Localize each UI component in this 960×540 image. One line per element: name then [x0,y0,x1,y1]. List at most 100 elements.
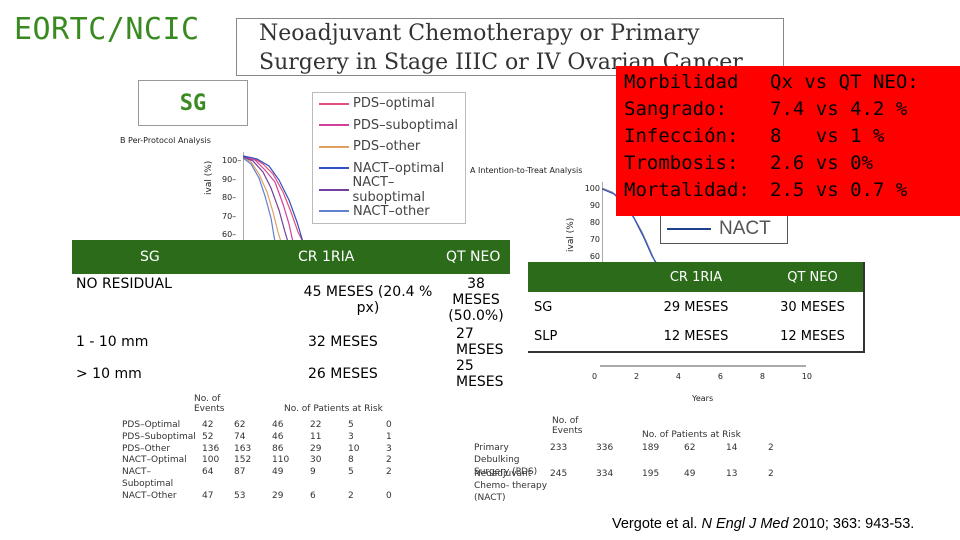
risk-n: 53 [234,490,246,501]
legend-item: NACT–suboptimal [313,175,465,205]
legend-swatch [319,210,349,213]
right-panel-caption: A Intention-to-Treat Analysis [470,166,583,175]
legend-label: NACT–other [353,203,430,219]
risk-n: 189 [642,443,660,453]
complications-row: Mortalidad: 2.5 vs 0.7 % [624,177,960,204]
risk-n: 5 [348,467,354,478]
risk-n: 49 [684,469,696,479]
risk-n: 11 [310,431,322,442]
table-cell: 32 MESES [308,334,378,350]
right-xtick: 0 [592,372,598,381]
legend-item: NACT–other [313,201,465,223]
nact-legend: NACT [660,214,788,244]
table-row: SG 29 MESES 30 MESES [528,292,864,322]
complications-row: Infección: 8 vs 1 % [624,123,960,150]
risk-n: 2 [386,455,392,466]
left-survival-curves [243,152,304,242]
table-cell: 45 MESES (20.4 % px) [303,284,433,316]
risk-events: 233 [550,443,568,453]
right-panel-yticks: 100 90 80 70 60 [582,180,600,265]
risk-row: PDS–Other 136 163 86 29 10 3 [122,444,392,456]
risk-n: 29 [310,443,322,454]
risk-label: NACT–Optimal [122,455,187,466]
risk-n: 163 [234,443,252,454]
complications-row: Sangrado: 7.4 vs 4.2 % [624,96,960,123]
table-header-row: SG CR 1RIA QT NEO [72,240,510,274]
table-cell: NO RESIDUAL [76,276,172,292]
table-cell: 12 MESES [780,329,845,344]
right-panel-ylabel: ival (%) [566,217,576,252]
table-cell: SG [534,299,553,315]
table-cell: SLP [534,329,558,344]
complications-value: 7.4 vs 4.2 % [770,98,908,120]
table-header-row: CR 1RIA QT NEO [528,262,864,292]
complications-label: Mortalidad: [624,179,750,201]
risk-n: 5 [348,420,354,430]
legend-swatch [319,124,349,127]
risk-n: 2 [386,467,392,478]
legend-swatch [319,145,349,148]
complications-value: 2.6 vs 0% [770,152,873,174]
complications-label: Sangrado: [624,98,727,120]
risk-n: 62 [234,420,246,430]
complications-label: Infección: [624,125,739,147]
risk-events: 136 [202,443,220,454]
nact-legend-swatch [667,228,711,230]
residual-disease-table: SG CR 1RIA QT NEO NO RESIDUAL 45 MESES (… [72,240,510,390]
risk-n: 9 [310,467,316,478]
table-cell: 12 MESES [663,329,729,344]
left-ytick: 100– [222,156,242,165]
risk-row: NACT–Suboptimal 64 87 49 9 5 2 [122,467,392,491]
citation-journal: N Engl J Med [701,516,789,532]
risk-n: 74 [234,431,246,442]
risk-n: 46 [272,420,284,430]
risk-n: 1 [386,431,392,442]
right-xaxis [600,365,806,367]
citation-authors: Vergote et al. [612,516,702,532]
legend-swatch [319,188,349,191]
table-header-cell: CR 1RIA [630,262,762,292]
right-xtick: 4 [675,372,681,381]
risk-n: 0 [386,420,392,430]
citation-rest: ; 363: 943-53. [824,516,915,532]
risk-label: NACT–Suboptimal [122,467,174,489]
risk-n: 22 [310,420,322,430]
risk-n: 8 [348,455,354,466]
risk-row: PDS–Suboptimal 52 74 46 11 3 1 [122,432,392,444]
table-cell: 27 MESES [456,326,504,358]
risk-n: 30 [310,455,322,466]
table-row: SLP 12 MESES 12 MESES [528,322,864,352]
right-xtick: 2 [633,372,640,381]
legend-item: NACT–optimal [313,158,465,180]
table-row: > 10 mm 26 MESES 25 MESES [72,358,510,390]
risk-row: Neoadjuvant Chemo- therapy (NACT) 245 334 1… [474,468,774,503]
risk-n: 62 [684,443,696,453]
risk-n: 336 [596,443,614,453]
citation: Vergote et al. N Engl J Med 2010; 363: 9… [612,516,914,532]
left-panel-yticks: 100– 90– 80– 70– 60– [222,152,241,245]
table-cell: 38 MESES (50.0%) [448,276,504,324]
right-xtick: 10 [801,372,812,381]
risk-label: PDS–Other [122,443,171,454]
risk-n: 2 [768,443,774,453]
risk-n: 49 [272,467,284,478]
risk-label: PDS–Suboptimal [122,431,196,442]
risk-events: 42 [202,420,214,430]
right-risk-header: No. of Patients at Risk [642,430,741,440]
risk-n: 86 [272,443,284,454]
right-ytick: 100 [584,184,600,193]
complications-row: Trombosis: 2.6 vs 0% [624,150,960,177]
risk-events: 100 [202,455,220,466]
risk-n: 152 [234,455,252,466]
complications-label: Trombosis: [624,152,739,174]
right-xticks: 0 2 4 6 8 10 [592,372,812,381]
citation-year: 2010 [788,516,825,532]
risk-n: 14 [726,443,738,453]
risk-n: 2 [348,490,354,501]
right-events-header: No. of Events [552,416,583,436]
legend-item: PDS–optimal [313,93,465,115]
risk-row: NACT–Other 47 53 29 6 2 0 [122,491,392,503]
paper-title-line-1: Neoadjuvant Chemotherapy or Primary [259,21,700,46]
table-header-cell [528,262,630,292]
left-events-header: No. of Events [194,394,225,414]
